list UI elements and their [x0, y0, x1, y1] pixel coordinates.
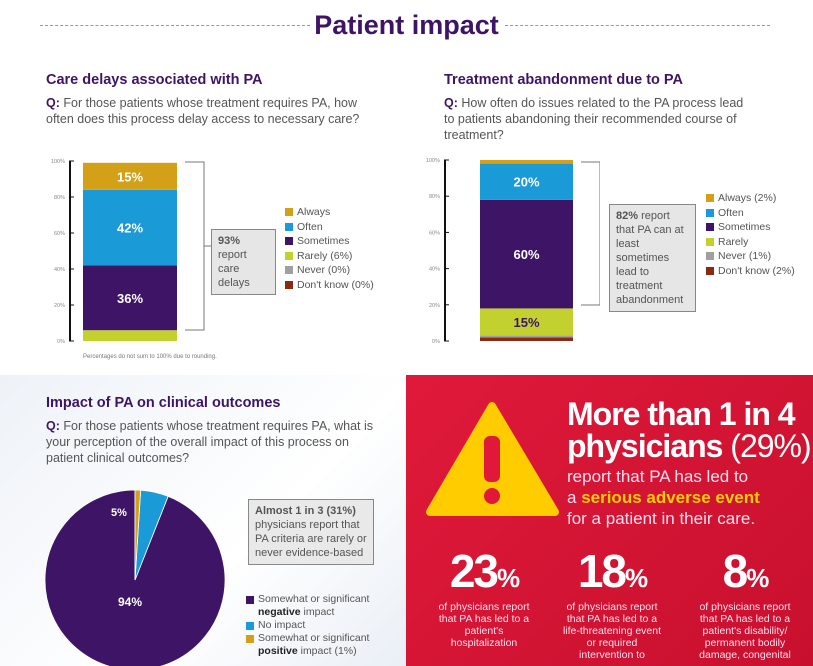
bar-segment — [480, 199, 573, 309]
y-tick-label: 40% — [54, 267, 65, 273]
callout: 82% report that PA can at least sometime… — [609, 204, 696, 312]
bar-segment — [480, 308, 573, 336]
y-tick-label: 100% — [51, 159, 65, 165]
stat-block: 8% of physicians report that PA has led t… — [699, 545, 791, 661]
y-tick-label: 80% — [54, 195, 65, 201]
callout: 93% report care delays — [211, 229, 276, 295]
legend-swatch — [285, 208, 293, 217]
y-tick-label: 80% — [429, 194, 440, 200]
bracket — [581, 161, 600, 306]
legend-swatch — [285, 237, 293, 246]
legend: Somewhat or significant negative impact N… — [246, 593, 386, 658]
question: Q: How often do issues related to the PA… — [444, 96, 744, 142]
page-title: Patient impact — [314, 10, 499, 40]
y-tick-label: 100% — [426, 158, 440, 164]
adverse-event-panel — [406, 375, 813, 666]
data-label: 94% — [118, 595, 142, 609]
bar-segment — [480, 337, 573, 341]
bracket — [185, 161, 214, 331]
callout: Almost 1 in 3 (31%) physicians report tha… — [248, 499, 374, 565]
warning-triangle-icon — [426, 402, 559, 516]
legend-item: Sometimes — [285, 234, 374, 249]
stat-block: 18% of physicians report that PA has led … — [562, 545, 662, 661]
stacked-bar-chart-care-delays: 0% 20% 40% 60% 80% 100% 36% 42% 15% — [51, 159, 214, 345]
legend-item: Rarely — [706, 235, 795, 250]
chart-title: Impact of PA on clinical outcomes — [46, 395, 281, 411]
headline: physicians (29%) — [567, 428, 812, 464]
data-label: 42% — [117, 221, 143, 236]
divider — [40, 25, 310, 26]
chart-title: Treatment abandonment due to PA — [444, 72, 684, 88]
chart-title: Care delays associated with PA — [46, 72, 263, 88]
data-label: 5% — [111, 507, 127, 519]
legend-item: Don't know (2%) — [706, 264, 795, 279]
legend-swatch — [285, 222, 293, 231]
y-tick-label: 40% — [429, 267, 440, 273]
data-label: 36% — [117, 291, 143, 306]
legend-item: Often — [285, 220, 374, 235]
legend-item: No impact — [246, 619, 386, 632]
legend-swatch — [285, 266, 293, 275]
legend-swatch — [706, 252, 714, 261]
legend-item: Rarely (6%) — [285, 249, 374, 264]
legend-swatch — [706, 223, 714, 232]
stacked-bar-chart-abandonment: 0% 20% 40% 60% 80% 100% 15% 60% 20% — [426, 158, 600, 345]
question: Q: For those patients whose treatment re… — [46, 96, 360, 126]
y-tick-label: 0% — [432, 339, 440, 345]
legend: Always Often Sometimes Rarely (6%) Never (0%… — [285, 205, 374, 292]
legend-swatch — [246, 596, 254, 604]
legend-item: Always — [285, 205, 374, 220]
legend-item: Sometimes — [706, 220, 795, 235]
legend-swatch — [246, 635, 254, 643]
data-label: 20% — [513, 175, 539, 190]
question: Q: For those patients whose treatment re… — [46, 419, 374, 465]
legend-swatch — [706, 194, 714, 203]
y-tick-label: 0% — [57, 339, 65, 345]
legend-item: Don't know (0%) — [285, 278, 374, 293]
bar-segment — [83, 330, 177, 341]
bar-segment — [83, 162, 177, 190]
legend-item: Never (0%) — [285, 263, 374, 278]
y-tick-label: 60% — [54, 231, 65, 237]
bar-segment — [480, 163, 573, 200]
legend-item: Often — [706, 206, 795, 221]
bar-segment — [480, 335, 573, 338]
legend-swatch — [706, 237, 714, 246]
data-label: 60% — [513, 247, 539, 262]
bar-segment — [83, 189, 177, 266]
footnote: Percentages do not sum to 100% due to ro… — [83, 354, 217, 360]
legend-swatch — [706, 266, 714, 275]
legend-item: Somewhat or significant positive impact … — [246, 632, 386, 658]
bar-segment — [480, 160, 573, 164]
data-label: 15% — [513, 315, 539, 330]
headline-text: report that PA has led to a serious adver… — [567, 467, 760, 528]
divider — [505, 25, 770, 26]
bar-segment — [83, 265, 177, 331]
legend-item: Never (1%) — [706, 249, 795, 264]
y-tick-label: 20% — [429, 303, 440, 309]
legend: Always (2%) Often Sometimes Rarely Never (1%… — [706, 191, 795, 278]
pie-chart-clinical-outcomes: 94% 5% — [44, 489, 226, 666]
headline: More than 1 in 4 — [567, 396, 796, 432]
legend-item: Somewhat or significant negative impact — [246, 593, 386, 619]
legend-swatch — [246, 622, 254, 630]
legend-item: Always (2%) — [706, 191, 795, 206]
y-tick-label: 20% — [54, 303, 65, 309]
legend-swatch — [285, 280, 293, 289]
legend-swatch — [285, 251, 293, 260]
y-tick-label: 60% — [429, 230, 440, 236]
data-label: 15% — [117, 169, 143, 184]
stat-block: 23% of physicians report that PA has led … — [438, 545, 530, 649]
legend-swatch — [706, 208, 714, 217]
pie-slice — [134, 489, 142, 581]
